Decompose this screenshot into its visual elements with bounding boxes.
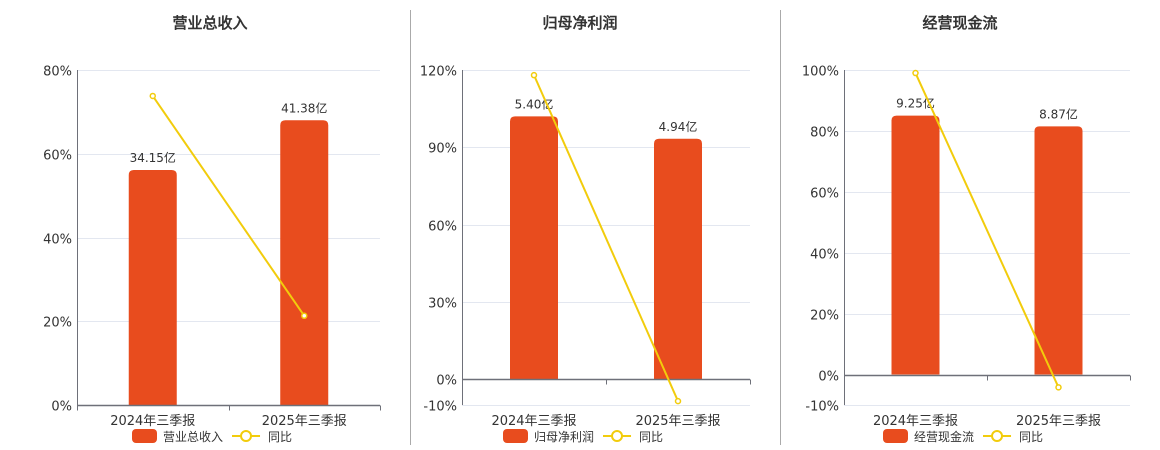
y-tick-label: 40%	[43, 233, 72, 248]
y-tick-label: 20%	[810, 309, 839, 324]
y-tick-label: 60%	[810, 187, 839, 202]
y-tick-label: 0%	[818, 370, 839, 385]
bar-data-label: 34.15亿	[130, 150, 176, 165]
bar	[510, 116, 558, 380]
y-tick-label: 40%	[810, 248, 839, 263]
chart-1: 营业总收入 0% 20% 40% 60% 80% 34.15亿 41.38亿 2024年三季报 2…	[43, 14, 381, 444]
x-tick-label: 2025年三季报	[635, 414, 720, 429]
chart-2: 归母净利润 -10% 0% 30% 60% 90% 120% 5.40亿 4.94亿 2024年三…	[420, 14, 751, 444]
yoy-line	[533, 74, 679, 402]
x-tick-label: 2024年三季报	[110, 414, 195, 429]
x-tick-label: 2025年三季报	[262, 414, 347, 429]
legend-bar-label: 归母净利润	[534, 430, 594, 444]
x-tick-label: 2024年三季报	[491, 414, 576, 429]
chart-title: 营业总收入	[172, 14, 247, 32]
x-tick-label: 2025年三季报	[1016, 414, 1101, 429]
legend-line-marker-icon	[240, 430, 253, 442]
chart-title: 经营现金流	[922, 14, 997, 32]
bar-data-label: 8.87亿	[1039, 106, 1078, 121]
yoy-point	[149, 92, 156, 100]
chart-title: 归母净利润	[542, 14, 617, 32]
yoy-point	[301, 312, 308, 320]
y-tick-label: 100%	[802, 65, 839, 80]
yoy-line	[914, 72, 1060, 388]
legend-bar-label: 经营现金流	[914, 429, 974, 444]
bar	[1034, 126, 1083, 375]
x-tick-label: 2024年三季报	[873, 414, 958, 429]
legend-bar-swatch	[503, 429, 528, 443]
legend-line-marker-icon	[611, 430, 624, 442]
bar-data-label: 5.40亿	[515, 96, 554, 111]
y-tick-label: 60%	[43, 149, 72, 164]
y-tick-label: 30%	[428, 297, 457, 312]
bar-data-label: 41.38亿	[281, 100, 327, 115]
yoy-line	[151, 95, 306, 317]
legend-bar-label: 营业总收入	[163, 430, 223, 444]
y-tick-label: -10%	[423, 400, 457, 415]
y-tick-label: 120%	[420, 65, 457, 80]
bar-data-label: 9.25亿	[896, 96, 935, 111]
legend[interactable]: 归母净利润 同比	[503, 429, 663, 444]
legend[interactable]: 营业总收入 同比	[132, 429, 292, 444]
bar	[128, 170, 177, 405]
legend[interactable]: 经营现金流 同比	[883, 429, 1043, 444]
y-tick-label: 80%	[43, 65, 72, 80]
bar-data-label: 4.94亿	[659, 119, 698, 134]
chart-3: 经营现金流 -10% 0% 20% 40% 60% 80% 100% 9.25亿 8.87亿 202…	[802, 14, 1131, 444]
y-tick-label: -10%	[805, 400, 839, 415]
y-tick-label: 0%	[51, 400, 72, 415]
legend-line-marker-icon	[991, 430, 1004, 442]
y-tick-label: 0%	[436, 374, 457, 389]
legend-line-label: 同比	[639, 430, 663, 444]
bar	[891, 115, 940, 375]
yoy-point	[674, 397, 682, 405]
y-tick-label: 60%	[428, 220, 457, 235]
yoy-point	[912, 69, 919, 77]
y-tick-label: 90%	[428, 142, 457, 157]
legend-bar-swatch	[132, 429, 157, 443]
legend-bar-swatch	[883, 429, 908, 443]
yoy-point	[1055, 384, 1062, 391]
yoy-point	[530, 71, 538, 79]
bar	[280, 120, 329, 405]
legend-line-label: 同比	[1019, 430, 1043, 444]
bar	[654, 138, 702, 380]
y-tick-label: 80%	[810, 126, 839, 141]
y-tick-label: 20%	[43, 316, 72, 331]
legend-line-label: 同比	[268, 430, 292, 444]
